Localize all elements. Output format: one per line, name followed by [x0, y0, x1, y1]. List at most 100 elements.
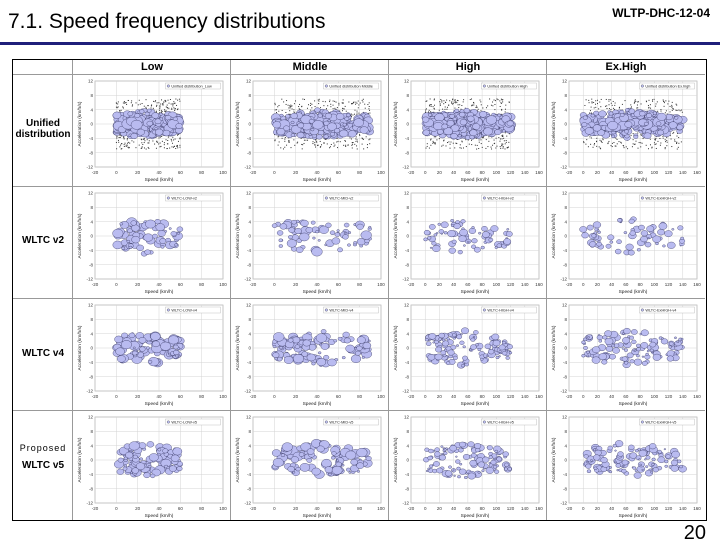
legend-label: WLTC-HIGH-v5	[487, 421, 514, 425]
data-point	[311, 361, 316, 366]
data-point	[280, 453, 286, 457]
data-point	[669, 135, 671, 137]
data-point	[276, 230, 284, 236]
data-point	[659, 137, 661, 139]
data-point	[279, 113, 284, 118]
data-point	[590, 459, 593, 462]
data-point	[430, 105, 432, 107]
data-point	[368, 139, 370, 141]
data-point	[652, 100, 654, 102]
data-point	[117, 103, 119, 105]
y-tick-label: -8	[405, 374, 409, 379]
data-point	[435, 136, 437, 138]
data-point	[300, 219, 309, 227]
data-point	[656, 452, 659, 455]
data-point	[143, 147, 145, 149]
x-tick-label: -20	[566, 282, 573, 287]
data-point	[161, 99, 163, 101]
data-point	[627, 249, 635, 256]
data-point	[450, 141, 452, 143]
data-point	[160, 341, 171, 351]
data-point	[581, 122, 588, 128]
data-point	[440, 221, 449, 228]
data-point	[446, 120, 455, 127]
data-point	[498, 352, 502, 355]
data-point	[143, 137, 145, 139]
bubble-series	[112, 217, 184, 257]
data-point	[147, 360, 153, 364]
data-point	[490, 104, 492, 106]
data-point	[439, 101, 441, 103]
data-point	[342, 122, 347, 127]
data-point	[597, 129, 605, 136]
x-tick-label: 100	[377, 170, 385, 175]
data-point	[640, 329, 649, 337]
data-point	[356, 114, 358, 116]
data-point	[468, 227, 477, 234]
data-point	[590, 113, 595, 118]
data-point	[175, 148, 177, 150]
data-point	[368, 108, 370, 110]
data-point	[636, 104, 638, 106]
y-tick-label: -8	[89, 486, 93, 491]
x-tick-label: 0	[424, 506, 427, 511]
data-point	[636, 107, 638, 109]
data-point	[486, 445, 493, 451]
data-point	[596, 145, 598, 147]
data-point	[427, 236, 432, 240]
data-point	[624, 361, 629, 365]
data-point	[676, 135, 678, 137]
data-point	[505, 356, 510, 360]
data-point	[362, 138, 364, 140]
x-tick-label: 100	[219, 506, 227, 511]
x-tick-label: 100	[493, 506, 501, 511]
data-point	[592, 124, 602, 132]
data-point	[640, 235, 648, 243]
y-tick-label: -12	[244, 165, 251, 170]
x-tick-label: 0	[424, 170, 427, 175]
data-point	[640, 230, 649, 237]
data-point	[138, 337, 147, 344]
data-point	[278, 141, 280, 143]
data-point	[678, 137, 680, 139]
data-point	[634, 100, 636, 102]
y-tick-label: 4	[90, 443, 93, 448]
data-point	[359, 102, 361, 104]
data-point	[324, 101, 326, 103]
data-point	[622, 144, 624, 146]
y-tick-label: 4	[406, 107, 409, 112]
data-point	[112, 228, 124, 238]
data-point	[293, 109, 295, 111]
data-point	[278, 238, 283, 243]
data-point	[162, 448, 169, 454]
data-point	[115, 141, 117, 143]
data-point	[446, 142, 448, 144]
data-point	[174, 110, 176, 112]
data-point	[598, 110, 607, 118]
data-point	[500, 147, 502, 149]
legend-label: WLTC-HIGH-v4	[487, 309, 514, 313]
data-point	[274, 140, 276, 142]
data-point	[631, 339, 637, 345]
data-point	[488, 349, 495, 355]
x-tick-label: 100	[219, 170, 227, 175]
data-point	[681, 111, 683, 113]
data-point	[654, 138, 656, 140]
bubble-series	[582, 440, 687, 479]
data-point	[342, 108, 344, 110]
data-point	[461, 327, 469, 335]
legend: WLTC-LOW-v5	[165, 418, 221, 426]
data-point	[443, 231, 448, 235]
data-point	[338, 102, 340, 104]
data-point	[444, 108, 446, 110]
data-point	[172, 105, 174, 107]
data-point	[278, 104, 280, 106]
data-point	[643, 132, 652, 139]
x-tick-label: 40	[156, 282, 162, 287]
data-point	[602, 139, 604, 141]
data-point	[496, 456, 502, 462]
data-point	[152, 140, 154, 142]
data-point	[649, 348, 654, 353]
data-point	[496, 243, 502, 248]
data-point	[439, 103, 441, 105]
